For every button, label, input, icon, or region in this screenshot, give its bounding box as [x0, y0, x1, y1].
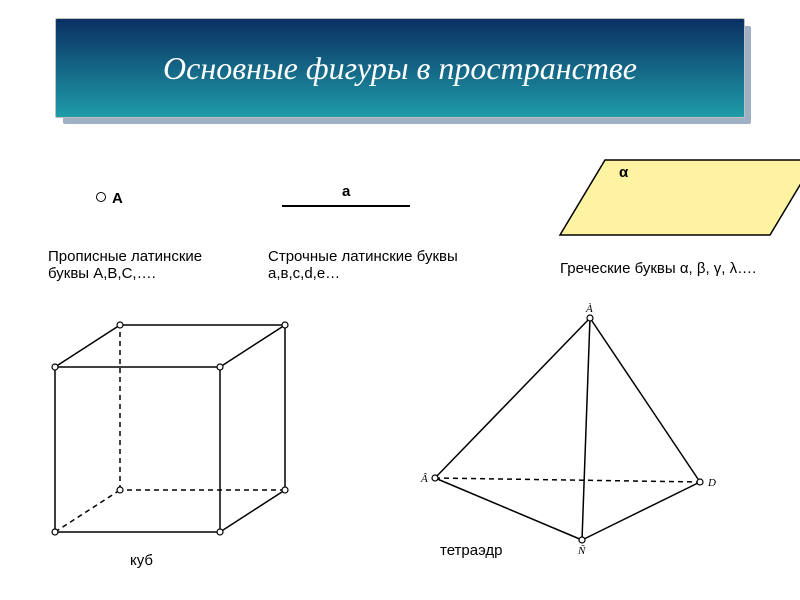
svg-text:Ñ: Ñ [577, 545, 586, 557]
line-description: Строчные латинские буквы a,в,c,d,e… [268, 248, 468, 282]
line-label: а [342, 183, 350, 200]
tetrahedron-diagram: À Â D Ñ [400, 300, 720, 560]
plane-shape [558, 158, 800, 237]
plane-description: Греческие буквы α, β, γ, λ…. [560, 260, 770, 277]
svg-text:Â: Â [420, 473, 428, 485]
title-text: Основные фигуры в пространстве [163, 50, 637, 87]
slide: Основные фигуры в пространстве А Прописн… [0, 0, 800, 600]
point-label: А [112, 190, 123, 207]
cube-diagram [35, 312, 295, 552]
svg-text:À: À [585, 303, 593, 315]
title-banner: Основные фигуры в пространстве [55, 18, 745, 118]
point-description: Прописные латинские буквы A,B,C,…. [48, 248, 218, 282]
tetrahedron-label: тетраэдр [440, 542, 503, 559]
point-marker [96, 192, 106, 202]
cube-label: куб [130, 552, 153, 569]
line-segment [282, 205, 410, 207]
svg-text:D: D [707, 477, 716, 489]
plane-label: α [619, 164, 628, 181]
